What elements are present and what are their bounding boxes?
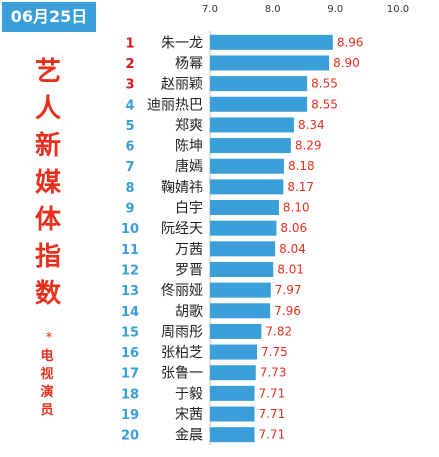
bar [210, 323, 262, 339]
value-label: 8.90 [333, 56, 360, 70]
rank-label: 14 [121, 305, 139, 320]
value-label: 8.18 [288, 159, 315, 173]
left-panel: 06月25日 艺 人 新 媒 体 指 数 * 电 视 演 员 [0, 0, 100, 457]
bar [210, 117, 294, 133]
rank-label: 11 [121, 243, 139, 258]
bar [210, 138, 291, 154]
rank-label: 4 [125, 98, 134, 113]
side-title: 艺 人 新 媒 体 指 数 [34, 57, 61, 309]
rank-label: 6 [125, 140, 134, 155]
rank-label: 20 [121, 429, 139, 444]
bar [210, 261, 274, 277]
rank-label: 3 [125, 78, 134, 93]
name-label: 郑爽 [175, 118, 203, 134]
value-label: 8.34 [298, 118, 325, 132]
name-label: 迪丽热巴 [147, 97, 203, 113]
value-label: 7.71 [258, 407, 285, 421]
value-label: 8.04 [279, 242, 306, 256]
value-label: 8.29 [295, 139, 322, 153]
value-label: 7.75 [261, 345, 288, 359]
bar [210, 158, 284, 174]
bar [210, 179, 284, 195]
value-label: 8.96 [337, 35, 364, 49]
rank-label: 17 [121, 367, 139, 382]
bar [210, 220, 277, 236]
name-label: 宋茜 [175, 407, 203, 423]
bar [210, 385, 255, 401]
rank-label: 10 [121, 222, 139, 237]
x-tick-label: 7.0 [202, 4, 218, 15]
value-label: 8.17 [287, 180, 314, 194]
value-label: 8.10 [283, 201, 310, 215]
name-label: 于毅 [175, 385, 203, 402]
rank-label: 2 [125, 57, 134, 72]
rank-label: 5 [125, 119, 134, 134]
value-label: 8.06 [280, 221, 307, 235]
rank-label: 12 [121, 263, 139, 278]
name-label: 周雨彤 [161, 324, 203, 340]
name-label: 佟丽娅 [161, 283, 203, 299]
x-tick-label: 10.0 [387, 4, 409, 15]
value-label: 7.82 [265, 324, 292, 338]
bar [210, 96, 308, 112]
bar [210, 200, 279, 216]
bar [210, 34, 333, 50]
name-label: 陈坤 [175, 138, 203, 155]
value-label: 7.73 [260, 366, 287, 380]
bar [210, 282, 271, 298]
value-label: 7.71 [258, 428, 285, 442]
name-label: 胡歌 [175, 304, 203, 320]
rank-label: 7 [125, 160, 134, 175]
name-label: 白宇 [175, 201, 203, 217]
name-label: 杨幂 [175, 56, 203, 72]
rank-label: 16 [121, 346, 139, 361]
name-label: 张鲁一 [161, 366, 203, 382]
value-label: 7.71 [258, 386, 285, 400]
rank-label: 8 [125, 181, 134, 196]
bar [210, 55, 330, 71]
rank-label: 15 [121, 325, 139, 340]
name-label: 赵丽颖 [161, 77, 203, 93]
rank-label: 13 [121, 284, 139, 299]
value-label: 7.96 [274, 304, 301, 318]
value-label: 8.55 [311, 77, 338, 91]
rank-label: 1 [125, 36, 134, 51]
x-tick-label: 9.0 [327, 4, 343, 15]
name-label: 张柏芝 [161, 345, 203, 361]
rank-label: 9 [125, 202, 134, 217]
x-tick-label: 8.0 [265, 4, 281, 15]
date-badge: 06月25日 [2, 2, 96, 32]
name-label: 鞠婧祎 [161, 180, 203, 196]
name-label: 万茜 [175, 242, 203, 258]
name-label: 金晨 [175, 428, 203, 444]
bar [210, 241, 276, 257]
bar [210, 427, 255, 443]
rank-label: 18 [121, 387, 139, 402]
name-label: 唐嫣 [175, 158, 203, 175]
bar [210, 344, 257, 360]
value-label: 8.01 [277, 262, 304, 276]
bar [210, 303, 271, 319]
name-label: 朱一龙 [161, 35, 203, 51]
bar [210, 365, 256, 381]
asterisk-mark: * [45, 330, 53, 346]
rank-label: 19 [121, 408, 139, 423]
value-label: 7.97 [275, 283, 302, 297]
category-subtitle: 电 视 演 员 [40, 349, 54, 418]
name-label: 阮经天 [161, 221, 203, 237]
bar [210, 406, 255, 422]
name-label: 罗晋 [175, 262, 203, 278]
value-label: 8.55 [311, 97, 338, 111]
bar [210, 76, 308, 92]
